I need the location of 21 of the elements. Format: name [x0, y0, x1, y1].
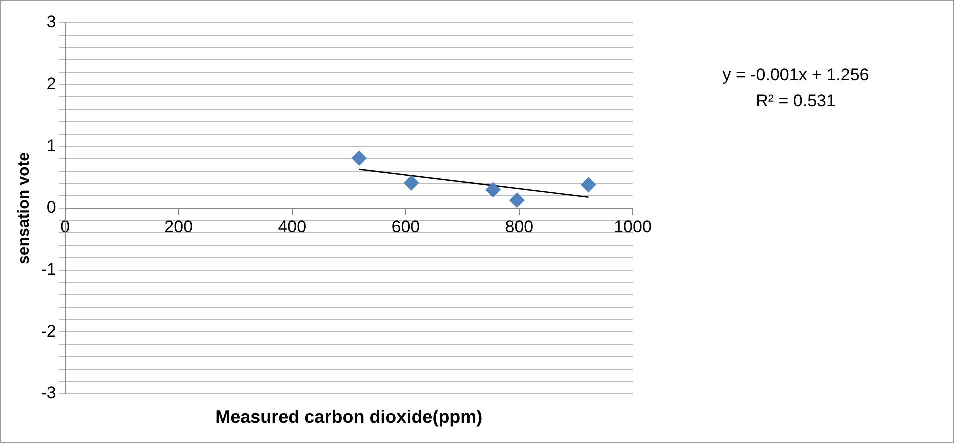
y-tick-label: 3 — [46, 12, 56, 32]
y-tick-label: 0 — [46, 198, 56, 218]
point — [510, 192, 525, 208]
text: y = -0.001x + 1.256 — [722, 66, 870, 85]
point — [352, 150, 367, 166]
y-tick-label: 1 — [46, 136, 56, 156]
x-tick-label: 400 — [278, 217, 307, 236]
x-tick-label: 600 — [392, 217, 420, 236]
x-axis-title: Measured carbon dioxide(ppm) — [216, 406, 483, 427]
x-tick-label: 1000 — [614, 217, 652, 236]
y-tick-label: -3 — [41, 384, 56, 403]
y-tick-label: 2 — [46, 74, 56, 94]
y-tick-label: -1 — [41, 260, 56, 280]
point — [404, 176, 420, 191]
y-tick-label: -2 — [41, 322, 56, 341]
point — [486, 182, 501, 198]
point — [581, 178, 596, 193]
y-axis-title: sensation vote — [16, 152, 34, 265]
text: R² = 0.531 — [756, 92, 836, 111]
x-tick-label: 800 — [505, 217, 534, 236]
x-tick-label: 200 — [164, 217, 194, 236]
